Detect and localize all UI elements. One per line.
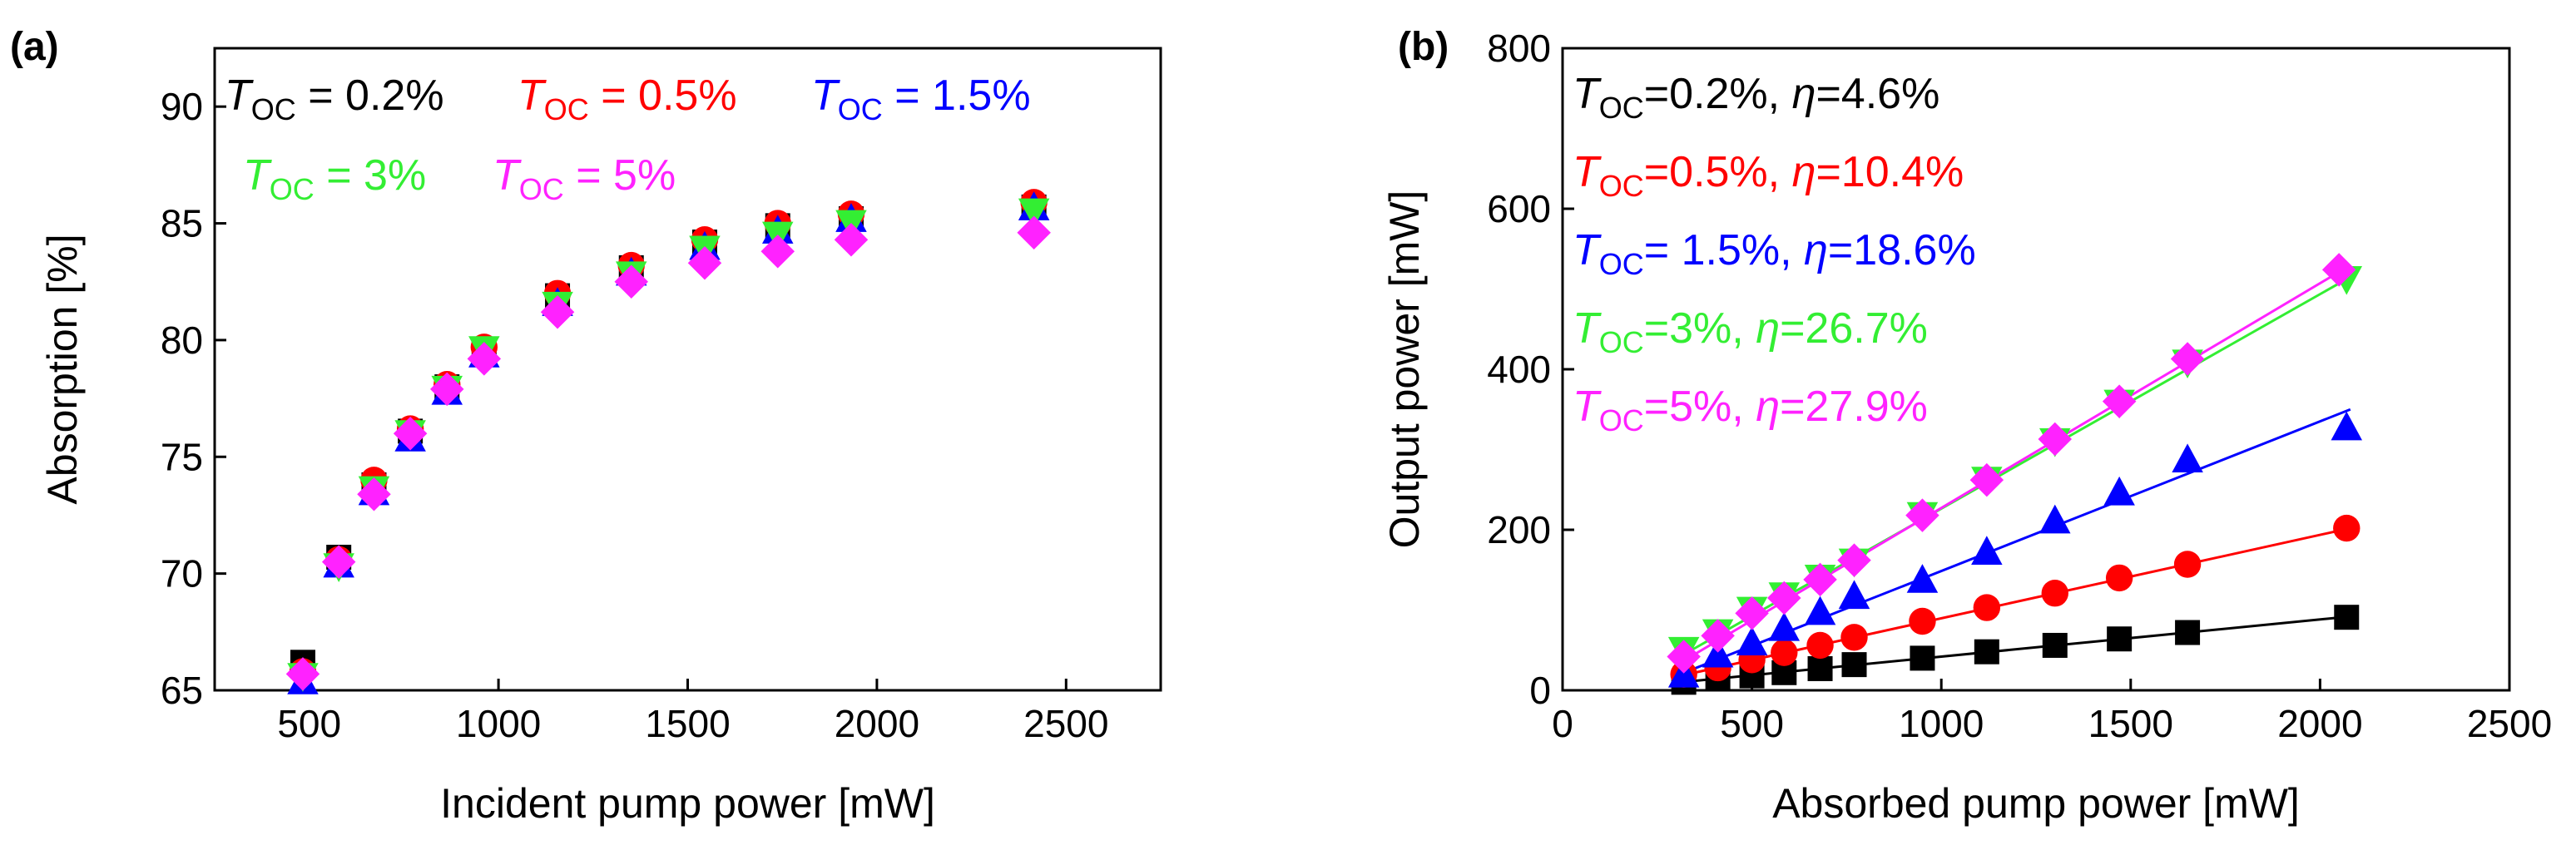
data-point [2102, 384, 2137, 418]
data-point [1803, 562, 1837, 597]
legend-entry: TOC = 0.5% [518, 72, 737, 126]
x-tick-label: 0 [1552, 702, 1573, 745]
legend-entry: TOC = 0.2% [225, 72, 444, 126]
data-point [1905, 498, 1939, 532]
data-point [2321, 253, 2356, 287]
data-point [687, 246, 722, 280]
data-point [393, 416, 428, 451]
data-point [614, 264, 648, 299]
data-point [357, 477, 391, 511]
x-tick-label: 2000 [835, 702, 919, 745]
data-point [1771, 639, 1798, 666]
y-tick-label: 200 [1487, 508, 1551, 551]
data-point [1971, 536, 2003, 565]
legend-entry: TOC=5%, η=27.9% [1573, 383, 1928, 437]
data-point [2334, 605, 2360, 630]
legend-entry: TOC=0.2%, η=4.6% [1573, 70, 1939, 125]
panel-label: (b) [1398, 25, 1449, 69]
legend-entry: TOC = 3% [243, 151, 426, 206]
legend-entry: TOC=3%, η=26.7% [1573, 304, 1928, 359]
y-tick-label: 800 [1487, 27, 1551, 70]
data-point [834, 222, 869, 257]
y-tick-label: 65 [161, 669, 203, 712]
data-point [2039, 504, 2071, 534]
y-tick-label: 85 [161, 202, 203, 245]
y-tick-label: 90 [161, 85, 203, 128]
data-point [1973, 594, 2001, 621]
data-point [1736, 626, 1768, 656]
data-point [2105, 564, 2133, 592]
legend-entry: TOC = 1.5% [811, 72, 1031, 126]
data-point [1906, 564, 1939, 593]
legend-entry: TOC = 5% [493, 151, 676, 206]
data-point [467, 342, 502, 376]
x-tick-label: 2500 [1023, 702, 1108, 745]
y-axis-title: Output power [mW] [1381, 190, 1428, 549]
x-tick-label: 1500 [645, 702, 730, 745]
data-point [1806, 631, 1834, 660]
data-point [1767, 581, 1801, 615]
x-tick-label: 500 [277, 702, 341, 745]
data-point [321, 545, 356, 579]
data-point [1735, 596, 1769, 630]
x-tick-label: 1000 [456, 702, 541, 745]
data-point [1840, 624, 1868, 651]
data-point [2172, 443, 2203, 473]
data-point [2331, 411, 2363, 441]
data-point [1910, 645, 1935, 671]
panel-label: (a) [10, 25, 59, 69]
x-axis-title: Incident pump power [mW] [440, 780, 935, 827]
data-point [2173, 551, 2202, 578]
x-tick-label: 1000 [1899, 702, 1984, 745]
y-tick-label: 75 [161, 435, 203, 478]
x-tick-label: 1500 [2088, 702, 2173, 745]
data-point [1018, 198, 1050, 228]
data-point [1837, 543, 1871, 577]
y-tick-label: 0 [1529, 669, 1551, 712]
data-point [285, 657, 320, 691]
data-point [760, 234, 795, 269]
data-point [2103, 476, 2135, 506]
x-tick-label: 2000 [2277, 702, 2362, 745]
data-point [1838, 580, 1870, 610]
data-point [1667, 640, 1701, 674]
plot-frame [213, 47, 1162, 692]
y-tick-label: 400 [1487, 348, 1551, 391]
y-tick-label: 600 [1487, 187, 1551, 230]
data-point [2038, 422, 2073, 457]
data-point [1804, 595, 1836, 625]
data-point [429, 372, 464, 407]
data-point [1701, 619, 1735, 653]
plot-frame [1561, 47, 2511, 692]
data-point [2175, 620, 2201, 645]
panel-a: (a) 500 1000 1500 2000 2500 65 70 75 80 85 90 Incide… [10, 25, 1162, 827]
data-point [2107, 626, 2133, 652]
data-point [1909, 607, 1936, 635]
data-point [540, 294, 575, 329]
y-tick-label: 80 [161, 319, 203, 362]
data-point [1768, 611, 1801, 641]
data-point [2041, 580, 2068, 607]
y-tick-label: 70 [161, 552, 203, 595]
x-tick-label: 500 [1720, 702, 1784, 745]
legend-entry: TOC= 1.5%, η=18.6% [1573, 226, 1976, 281]
data-point [1974, 639, 1999, 665]
data-point [1841, 652, 1867, 678]
data-point [2333, 514, 2361, 542]
data-point [1702, 638, 1734, 668]
x-axis-title: Absorbed pump power [mW] [1772, 780, 2300, 827]
data-point [1969, 462, 2004, 497]
legend-entry: TOC=0.5%, η=10.4% [1573, 148, 1964, 203]
x-tick-label: 2500 [2467, 702, 2552, 745]
data-point [2042, 632, 2068, 658]
data-point [1807, 655, 1833, 681]
data-point [1017, 215, 1051, 250]
y-axis-title: Absorption [%] [39, 234, 86, 504]
data-point [2170, 342, 2205, 376]
panel-b: (b) 0 500 1000 1500 2000 2500 0 200 400 600 800 Abso… [1381, 25, 2552, 827]
